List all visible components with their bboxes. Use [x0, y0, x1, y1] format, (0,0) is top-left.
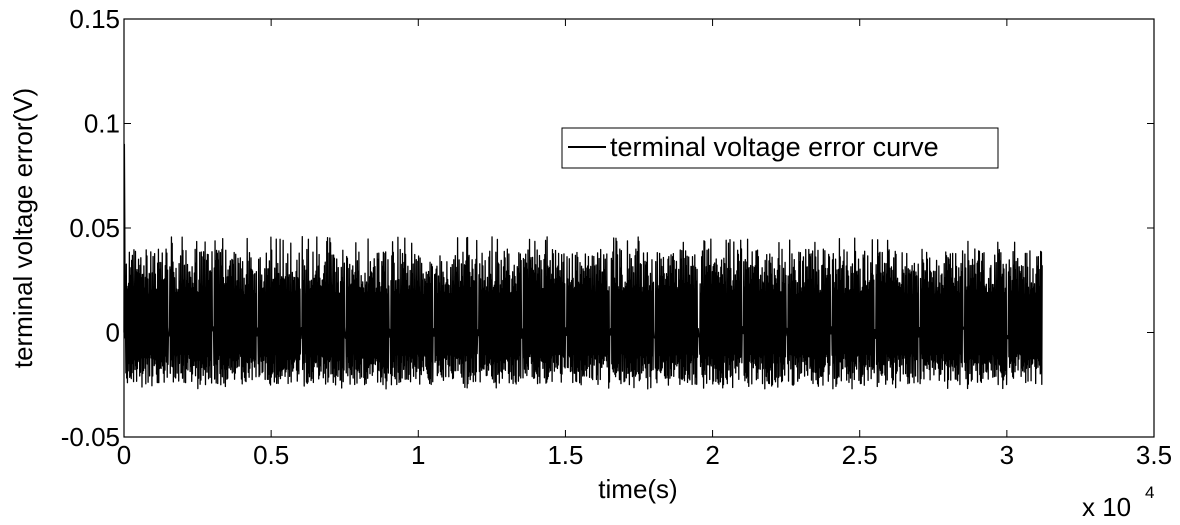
- x-axis-label: time(s): [598, 474, 677, 504]
- y-tick-label: -0.05: [61, 422, 120, 452]
- legend-label: terminal voltage error curve: [610, 132, 939, 162]
- x-tick-label: 3.5: [1136, 440, 1172, 470]
- x-tick-label: 0.5: [253, 440, 289, 470]
- legend: terminal voltage error curve: [561, 127, 999, 169]
- y-tick-label: 0: [106, 318, 120, 348]
- y-tick-label: 0.05: [69, 213, 120, 243]
- x-tick-label: 2: [705, 440, 719, 470]
- x-tick-label: 3: [1000, 440, 1014, 470]
- x-axis-multiplier: x 10: [1082, 492, 1131, 522]
- x-tick-label: 1: [411, 440, 425, 470]
- y-tick-label: 0.15: [69, 4, 120, 34]
- series-layer: [123, 143, 1043, 390]
- y-axis-label: terminal voltage error(V): [8, 88, 38, 368]
- x-tick-label: 0: [117, 440, 131, 470]
- x-tick-label: 1.5: [547, 440, 583, 470]
- x-tick-label: 2.5: [842, 440, 878, 470]
- series-line-0: [123, 143, 1043, 390]
- plot-frame: [123, 18, 1155, 438]
- legend-box: [561, 127, 999, 169]
- x-tick-labels: 0 0.5 1 1.5 2 2.5 3 3.5: [117, 440, 1172, 470]
- y-tick-label: 0.1: [84, 109, 120, 139]
- y-tick-labels: -0.05 0 0.05 0.1 0.15: [61, 4, 120, 452]
- x-axis-multiplier-exponent: 4: [1145, 483, 1154, 502]
